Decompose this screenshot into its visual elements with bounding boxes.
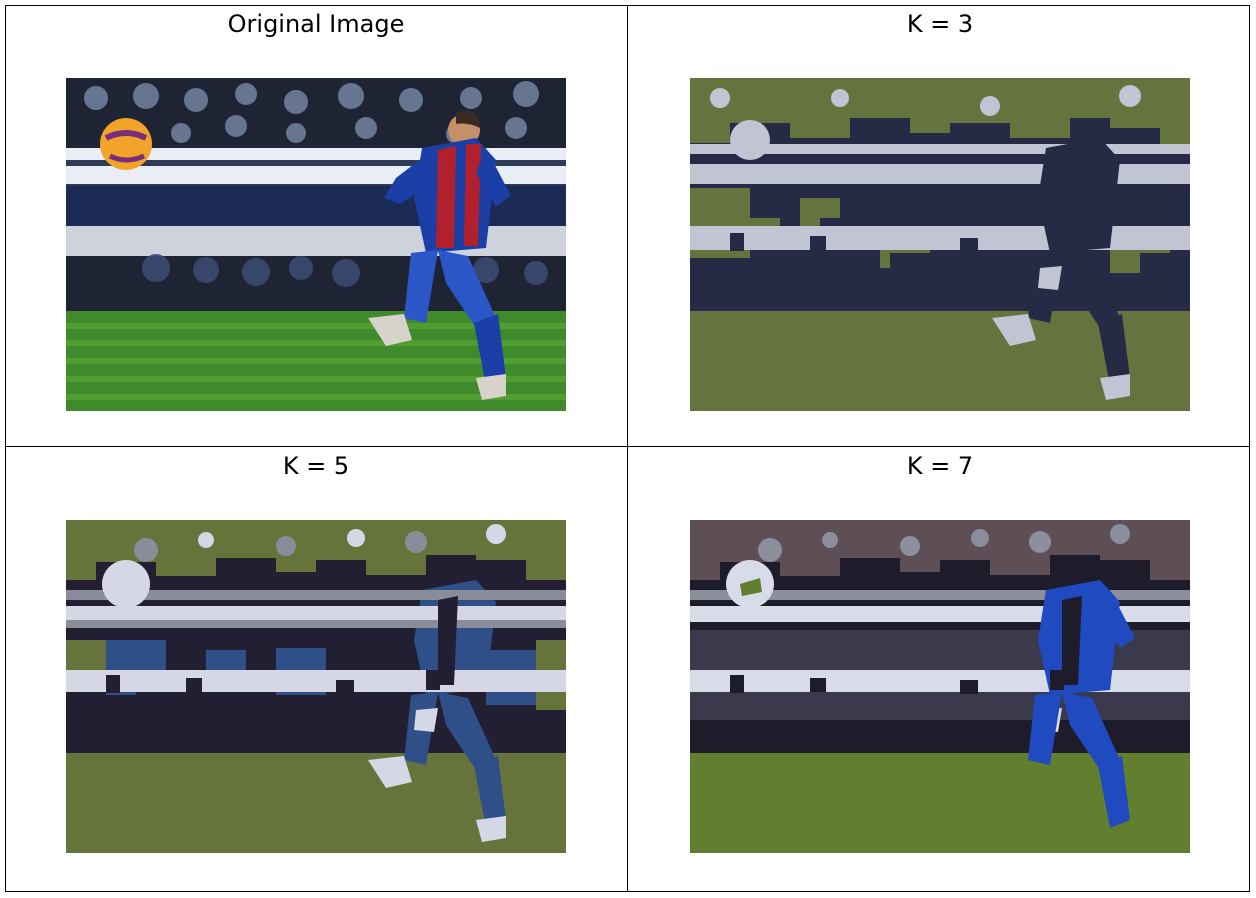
original-image-svg xyxy=(66,78,566,411)
grid-divider-horizontal xyxy=(5,446,1250,447)
k7-image-svg xyxy=(690,520,1190,853)
panel-title-original: Original Image xyxy=(227,10,405,38)
k5-image-svg xyxy=(66,520,566,853)
k7-image xyxy=(690,520,1190,853)
k3-image-svg xyxy=(690,78,1190,411)
k5-image xyxy=(66,520,566,853)
grid-divider-vertical xyxy=(627,5,628,892)
k3-image xyxy=(690,78,1190,411)
panel-title-k7: K = 7 xyxy=(906,452,974,480)
panel-title-k3: K = 3 xyxy=(906,10,974,38)
panel-title-k5: K = 5 xyxy=(282,452,350,480)
original-image xyxy=(66,78,566,411)
